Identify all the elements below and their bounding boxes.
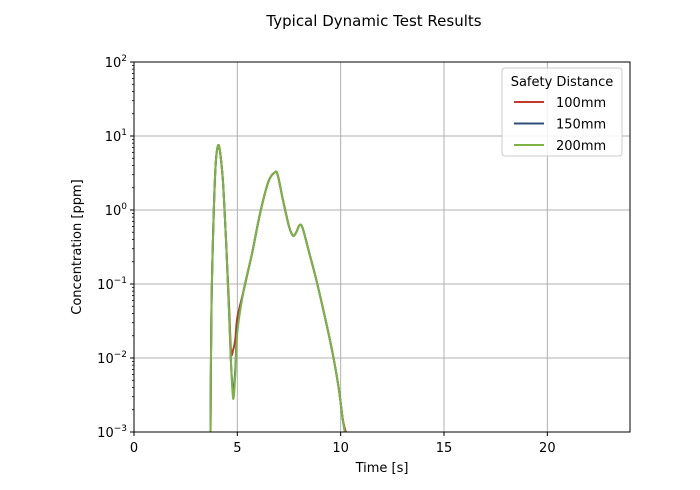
legend-label: 100mm <box>556 96 606 111</box>
legend-box <box>501 67 623 157</box>
legend: Safety Distance 100mm 150mm 200mm <box>501 67 623 157</box>
x-tick-label: 5 <box>233 441 241 456</box>
x-axis-label: Time [s] <box>355 461 409 476</box>
y-axis-ticks: 10−3 10−2 10−1 100 101 102 <box>97 54 134 441</box>
y-tick-label: 102 <box>105 54 127 71</box>
x-tick-label: 0 <box>130 441 138 456</box>
series-line-100mm <box>209 143 347 432</box>
x-tick-label: 10 <box>332 441 349 456</box>
series-line-200mm <box>209 143 346 432</box>
chart-title: Typical Dynamic Test Results <box>265 12 481 30</box>
y-tick-label: 10−1 <box>97 276 127 293</box>
y-tick-label: 100 <box>105 202 128 219</box>
legend-label: 200mm <box>556 139 606 154</box>
y-axis-label: Concentration [ppm] <box>70 179 85 314</box>
plot-area-frame <box>133 61 631 433</box>
legend-title: Safety Distance <box>511 75 614 90</box>
x-axis-ticks: 0 5 10 15 20 <box>130 432 556 456</box>
x-tick-label: 20 <box>539 441 556 456</box>
x-tick-label: 15 <box>436 441 453 456</box>
y-tick-label: 10−3 <box>97 424 127 441</box>
y-tick-label: 101 <box>105 128 127 145</box>
series-line-150mm <box>209 143 346 432</box>
legend-label: 150mm <box>556 118 606 133</box>
y-tick-label: 10−2 <box>97 350 127 367</box>
series-lines <box>209 143 347 432</box>
